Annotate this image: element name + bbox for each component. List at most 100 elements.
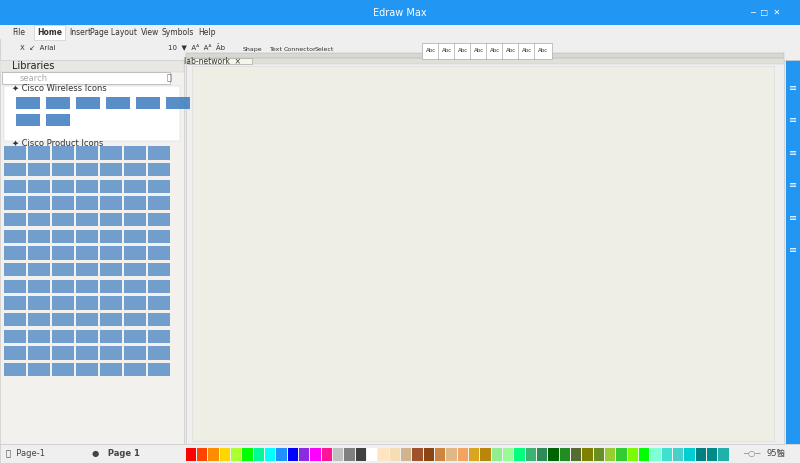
- Text: ●   Page 1: ● Page 1: [92, 449, 140, 458]
- Text: Abc: Abc: [458, 49, 468, 53]
- Circle shape: [342, 181, 386, 209]
- Bar: [624, 240, 636, 247]
- Text: FDDI-HUB-2: FDDI-HUB-2: [355, 394, 401, 403]
- Text: ≡: ≡: [789, 213, 797, 223]
- Text: Libraries: Libraries: [12, 61, 54, 71]
- Text: 0 to VLAN2: 0 to VLAN2: [437, 272, 476, 278]
- Text: Netgear wireless
router 10.10.9.254: Netgear wireless router 10.10.9.254: [486, 402, 558, 421]
- Text: ✦ Cisco Wireless Icons: ✦ Cisco Wireless Icons: [12, 83, 106, 93]
- Text: 95%: 95%: [766, 449, 785, 458]
- Text: S0: S0: [505, 219, 514, 228]
- Circle shape: [694, 246, 722, 265]
- Ellipse shape: [456, 130, 490, 149]
- Text: Ethernet: Ethernet: [660, 136, 699, 144]
- Bar: [265, 274, 324, 302]
- Text: Abc: Abc: [474, 49, 484, 53]
- Text: 3.granite: 3.granite: [396, 284, 430, 293]
- Text: X  ↙  Arial: X ↙ Arial: [20, 45, 55, 50]
- Text: Vlan1:10,10,
0.10/21: Vlan1:10,10, 0.10/21: [538, 269, 577, 280]
- Text: ⊞: ⊞: [789, 50, 797, 61]
- Bar: [615, 226, 682, 265]
- Text: 6.Limestone
VLAN 1:10,10,
0.10.0.252/21: 6.Limestone VLAN 1:10,10, 0.10.0.252/21: [497, 306, 547, 326]
- Text: 10  ▼  Aᴬ  Aᴬ  Āb: 10 ▼ Aᴬ Aᴬ Āb: [168, 44, 225, 51]
- Text: 168.16.0.23/27 to 0: 168.16.0.23/27 to 0: [300, 277, 375, 286]
- Text: Netgear Cayman
router 10.10.8.254: Netgear Cayman router 10.10.8.254: [440, 369, 512, 388]
- Bar: [580, 332, 608, 367]
- Circle shape: [471, 172, 515, 200]
- Text: ≡: ≡: [789, 180, 797, 190]
- Text: 10.1.1.10/30: 10.1.1.10/30: [538, 215, 577, 220]
- Ellipse shape: [427, 129, 464, 150]
- Text: ≡: ≡: [789, 115, 797, 125]
- Text: S3: S3: [538, 239, 546, 245]
- Bar: [642, 251, 654, 257]
- Text: Shape: Shape: [242, 47, 262, 52]
- Bar: [279, 326, 338, 354]
- Text: 168.16.0.20/27 to 0: 168.16.0.20/27 to 0: [306, 137, 381, 146]
- Circle shape: [575, 269, 618, 297]
- Circle shape: [679, 244, 708, 263]
- Ellipse shape: [466, 139, 507, 162]
- Text: obsidian: obsidian: [526, 228, 558, 237]
- Ellipse shape: [410, 138, 456, 163]
- Text: 168.16.0.21/27 to 0: 168.16.0.21/27 to 0: [300, 184, 375, 193]
- Text: Abc: Abc: [522, 49, 532, 53]
- Text: Lag-par-2511: Lag-par-2511: [571, 303, 622, 313]
- Bar: [642, 230, 654, 237]
- Circle shape: [500, 367, 544, 395]
- Text: Token Ring: Token Ring: [660, 174, 709, 183]
- Text: ─  □  ✕: ─ □ ✕: [750, 8, 780, 17]
- Text: S0: S0: [392, 267, 401, 273]
- Text: Text: Text: [270, 47, 282, 52]
- Text: Motorola Modem
Surfer 56K: Motorola Modem Surfer 56K: [619, 206, 678, 219]
- Bar: [661, 251, 673, 257]
- Text: 8. agete: 8. agete: [426, 303, 457, 313]
- Text: WWW: WWW: [446, 144, 472, 153]
- Text: ≡: ≡: [789, 148, 797, 158]
- Bar: [615, 225, 682, 230]
- Bar: [661, 230, 673, 237]
- Text: Insert: Insert: [69, 28, 91, 37]
- Circle shape: [454, 333, 498, 362]
- Circle shape: [342, 227, 386, 256]
- Text: ✦ Cisco Product Icons: ✦ Cisco Product Icons: [12, 138, 103, 147]
- Text: Symbols: Symbols: [162, 28, 194, 37]
- Text: Abc: Abc: [442, 49, 452, 53]
- Text: S1: S1: [366, 249, 375, 258]
- Ellipse shape: [419, 131, 498, 166]
- Text: Connector: Connector: [284, 47, 316, 52]
- Text: Abc: Abc: [506, 49, 516, 53]
- Text: 1.Mica: 1.Mica: [396, 191, 421, 200]
- Text: Abc: Abc: [490, 49, 500, 53]
- Text: S6: S6: [538, 230, 546, 236]
- Text: Abc: Abc: [538, 49, 548, 53]
- Text: search: search: [20, 74, 48, 83]
- Text: lab-network  ×: lab-network ×: [183, 56, 241, 66]
- Bar: [583, 335, 587, 338]
- Bar: [348, 360, 408, 388]
- Text: File: File: [12, 28, 25, 37]
- Bar: [624, 230, 636, 237]
- Text: Abc: Abc: [426, 49, 436, 53]
- Bar: [642, 240, 654, 247]
- Bar: [624, 251, 636, 257]
- Text: Home: Home: [37, 28, 62, 37]
- Text: Page Layout: Page Layout: [90, 28, 137, 37]
- Text: 168.16.0.22/27 to 0: 168.16.0.22/27 to 0: [300, 231, 375, 240]
- Text: S
0: S 0: [384, 248, 388, 261]
- Text: FDDI: FDDI: [660, 116, 682, 125]
- Text: View: View: [141, 28, 158, 37]
- Text: 🔍: 🔍: [167, 74, 172, 83]
- Text: ≡: ≡: [789, 83, 797, 93]
- Text: Lab Network Diagram: Lab Network Diagram: [205, 76, 402, 94]
- Text: ⬜  Page-1: ⬜ Page-1: [6, 449, 46, 458]
- Text: ⊞: ⊞: [776, 449, 784, 459]
- Text: S2: S2: [526, 181, 535, 190]
- Text: TRII - 24: TRII - 24: [278, 309, 310, 318]
- Text: 2.Shale: 2.Shale: [396, 237, 424, 246]
- Bar: [632, 332, 659, 367]
- Circle shape: [342, 274, 386, 302]
- Text: Select: Select: [314, 47, 334, 52]
- FancyBboxPatch shape: [588, 102, 764, 189]
- Circle shape: [471, 218, 515, 246]
